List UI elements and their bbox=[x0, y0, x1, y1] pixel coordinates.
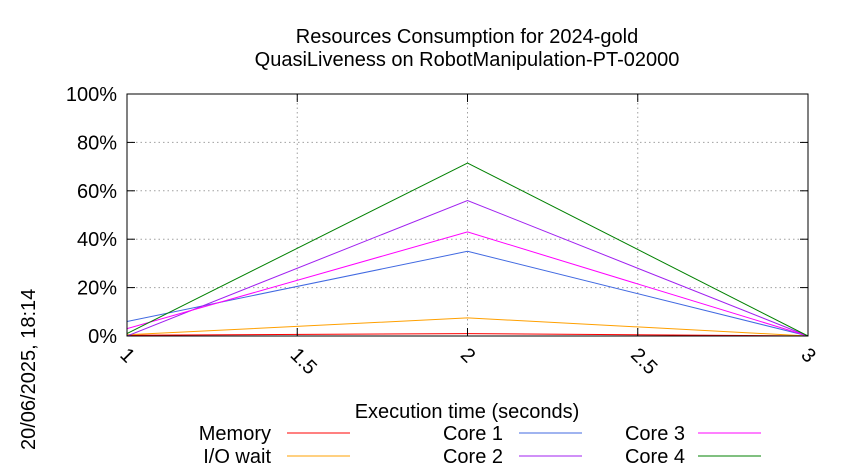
x-tick-label: 1 bbox=[115, 344, 138, 367]
series-line-i-o-wait bbox=[126, 317, 809, 337]
y-tick-label: 100% bbox=[66, 84, 117, 106]
series-line-core-1 bbox=[126, 250, 809, 337]
chart-title: Resources Consumption for 2024-gold bbox=[296, 26, 638, 48]
x-tick-label: 1.5 bbox=[286, 344, 321, 379]
y-tick-label: 40% bbox=[77, 229, 117, 251]
x-axis-label: Execution time (seconds) bbox=[355, 401, 580, 423]
legend-label: Core 4 bbox=[625, 446, 685, 468]
y-tick-label: 60% bbox=[77, 181, 117, 203]
legend-label: I/O wait bbox=[203, 446, 271, 468]
legend-label: Core 3 bbox=[625, 423, 685, 445]
series-line-core-2 bbox=[126, 199, 809, 337]
series-line-core-3 bbox=[126, 231, 809, 337]
x-tick-label: 2 bbox=[456, 344, 479, 367]
timestamp: 20/06/2025, 18:14 bbox=[18, 289, 40, 450]
y-tick-label: 0% bbox=[88, 326, 117, 348]
legend-label: Core 2 bbox=[443, 446, 503, 468]
y-axis-ticks: 0% 20% 40% 60% 80% 100% bbox=[66, 84, 808, 348]
x-tick-label: 2.5 bbox=[626, 344, 661, 379]
y-tick-label: 20% bbox=[77, 278, 117, 300]
legend-label: Memory bbox=[199, 423, 271, 445]
chart-subtitle: QuasiLiveness on RobotManipulation-PT-02… bbox=[255, 49, 680, 71]
series-line-core-4 bbox=[126, 162, 809, 337]
x-tick-label: 3 bbox=[796, 344, 819, 367]
grid-lines bbox=[127, 94, 808, 336]
y-tick-label: 80% bbox=[77, 132, 117, 154]
legend-label: Core 1 bbox=[443, 423, 503, 445]
